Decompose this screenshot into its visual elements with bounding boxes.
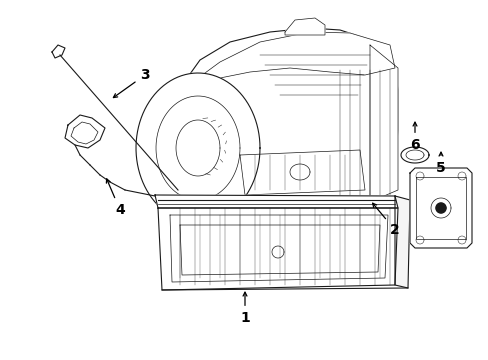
Polygon shape (240, 150, 364, 195)
Polygon shape (65, 115, 105, 148)
Polygon shape (285, 18, 325, 35)
Text: 6: 6 (409, 122, 419, 152)
Polygon shape (170, 215, 387, 282)
Polygon shape (136, 73, 260, 223)
Text: 1: 1 (240, 292, 249, 325)
Polygon shape (435, 203, 445, 213)
Text: 5: 5 (435, 152, 445, 175)
Text: 4: 4 (106, 179, 124, 217)
Polygon shape (409, 168, 471, 248)
Polygon shape (158, 208, 397, 290)
Polygon shape (155, 195, 397, 208)
Polygon shape (369, 45, 397, 202)
Polygon shape (158, 28, 397, 210)
Polygon shape (175, 32, 394, 95)
Text: 2: 2 (372, 203, 399, 237)
Text: 3: 3 (113, 68, 149, 98)
Polygon shape (394, 196, 409, 288)
